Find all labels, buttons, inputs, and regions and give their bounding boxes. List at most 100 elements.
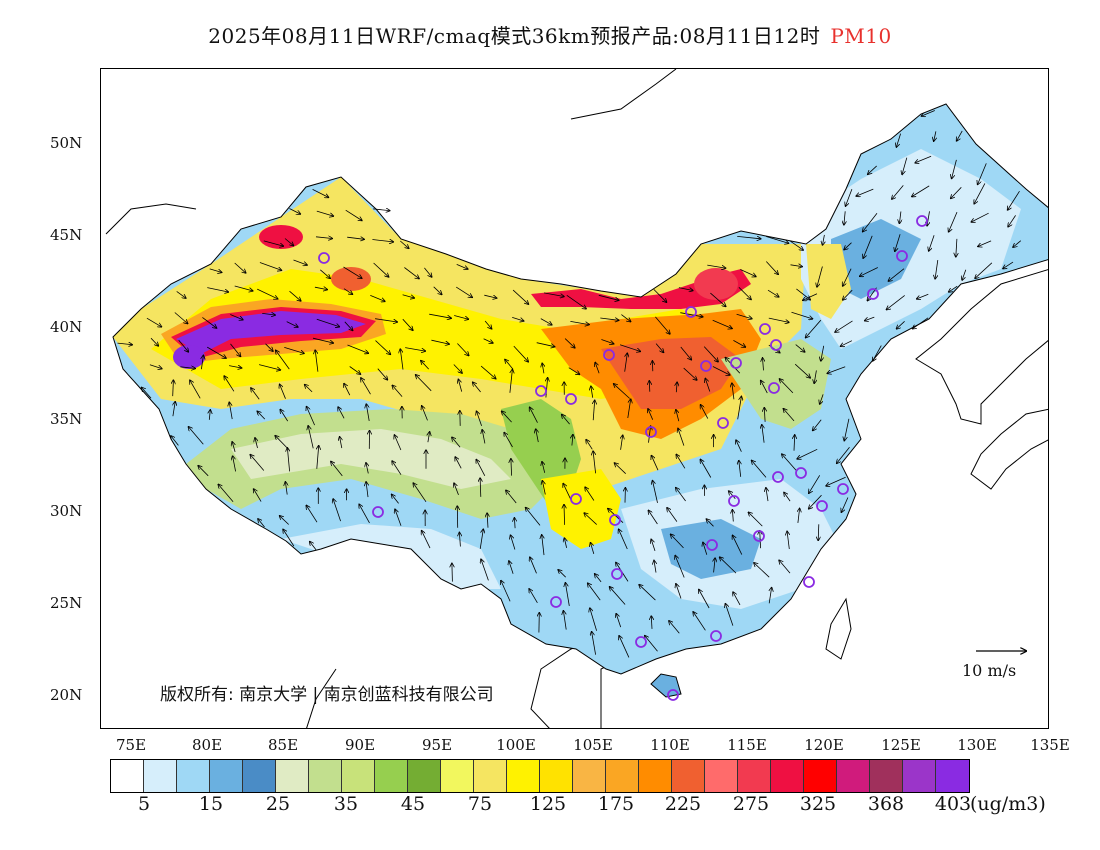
- wind-arrow: [171, 436, 179, 446]
- wind-arrow: [512, 317, 524, 321]
- wind-arrow: [293, 259, 308, 265]
- wind-arrow: [706, 519, 714, 527]
- wind-arrow: [361, 378, 371, 395]
- wind-arrow: [783, 409, 795, 422]
- wind-arrow: [823, 234, 825, 245]
- wind-arrow: [763, 358, 764, 371]
- colorbar-swatch: [771, 760, 804, 792]
- colorbar-swatch: [573, 760, 606, 792]
- wind-arrow: [588, 583, 601, 601]
- wind-arrow: [564, 505, 565, 525]
- wind-arrow: [206, 346, 226, 358]
- lon-label: 100E: [496, 736, 536, 754]
- wind-arrow: [760, 531, 761, 549]
- wind-arrow: [422, 406, 428, 421]
- wind-arrow: [806, 319, 822, 337]
- wind-arrow: [615, 463, 626, 474]
- station-marker: [710, 630, 722, 642]
- wind-arrow: [595, 574, 602, 583]
- station-marker: [768, 382, 780, 394]
- wind-arrow: [584, 513, 597, 525]
- wind-arrow: [917, 293, 929, 299]
- lon-label: 115E: [727, 736, 767, 754]
- lon-label: 120E: [804, 736, 844, 754]
- wind-arrow: [591, 543, 595, 555]
- wind-arrow: [315, 350, 319, 372]
- wind-arrow: [542, 481, 546, 495]
- wind-arrow: [173, 380, 174, 397]
- wind-arrow: [207, 287, 228, 292]
- colorbar-swatch: [144, 760, 177, 792]
- wind-arrow: [502, 411, 512, 423]
- wind-arrow: [896, 133, 901, 147]
- wind-arrow: [676, 455, 686, 469]
- wind-arrow: [927, 211, 929, 225]
- wind-arrow: [308, 426, 314, 449]
- wind-arrow: [614, 384, 630, 399]
- wind-arrow: [782, 454, 797, 472]
- wind-arrow: [732, 383, 734, 400]
- wind-arrow: [863, 213, 878, 231]
- wind-arrow: [149, 364, 162, 369]
- wind-arrow: [280, 516, 289, 525]
- title-main: 2025年08月11日WRF/cmaq模式36km预报产品:08月11日12时: [208, 24, 821, 48]
- wind-arrow: [263, 240, 284, 246]
- colorbar-swatch: [903, 760, 936, 792]
- lat-label: 25N: [50, 594, 83, 612]
- wind-arrow: [501, 581, 511, 602]
- wind-arrow: [333, 499, 341, 522]
- wind-arrow: [962, 269, 967, 280]
- wind-arrow: [645, 636, 658, 652]
- station-marker: [603, 349, 615, 361]
- station-marker: [700, 360, 712, 372]
- station-marker: [770, 339, 782, 351]
- wind-arrow: [767, 289, 779, 297]
- wind-arrow: [748, 512, 763, 527]
- coastline-japan: [970, 408, 1048, 490]
- lon-label: 110E: [650, 736, 690, 754]
- lon-label: 95E: [421, 736, 453, 754]
- wind-arrow: [254, 489, 262, 502]
- colorbar-swatch: [738, 760, 771, 792]
- wind-arrow: [814, 370, 816, 383]
- station-marker: [611, 568, 623, 580]
- wind-arrow: [484, 320, 492, 329]
- wind-arrow: [863, 235, 873, 258]
- wind-arrow: [978, 163, 987, 184]
- wind-arrow: [234, 285, 253, 291]
- wind-arrow: [766, 261, 778, 275]
- wind-arrow: [259, 364, 280, 370]
- wind-arrow: [395, 509, 402, 526]
- wind-arrow: [505, 360, 514, 370]
- wind-arrow: [257, 411, 266, 420]
- wind-arrow: [725, 604, 734, 626]
- wind-arrow: [899, 211, 901, 224]
- lon-label: 80E: [191, 736, 223, 754]
- colorbar-label: 325: [799, 793, 837, 815]
- wind-arrow: [591, 386, 593, 398]
- wind-arrow: [725, 358, 741, 374]
- wind-arrow: [653, 289, 667, 302]
- wind-arrow: [452, 563, 453, 582]
- colorbar-label: 275: [732, 793, 770, 815]
- wind-arrow: [565, 583, 570, 606]
- colorbar-label: 368: [867, 793, 905, 815]
- lon-label: 135E: [1030, 736, 1070, 754]
- wind-arrow: [678, 287, 693, 291]
- wind-arrow: [558, 570, 566, 578]
- colorbar-swatch: [210, 760, 243, 792]
- wind-arrow: [678, 429, 685, 446]
- wind-arrow: [331, 462, 343, 477]
- wind-arrow: [513, 345, 528, 362]
- wind-arrow: [229, 366, 241, 368]
- wind-arrow: [453, 364, 462, 374]
- wind-arrow: [218, 484, 234, 503]
- wind-arrow: [180, 367, 195, 369]
- wind-arrow: [619, 344, 640, 352]
- wind-arrow: [392, 385, 403, 397]
- wind-arrow: [971, 212, 989, 222]
- wind-arrow: [868, 165, 877, 174]
- wind-arrow: [860, 267, 878, 277]
- wind-arrow: [843, 289, 853, 300]
- wind-arrow: [794, 435, 795, 451]
